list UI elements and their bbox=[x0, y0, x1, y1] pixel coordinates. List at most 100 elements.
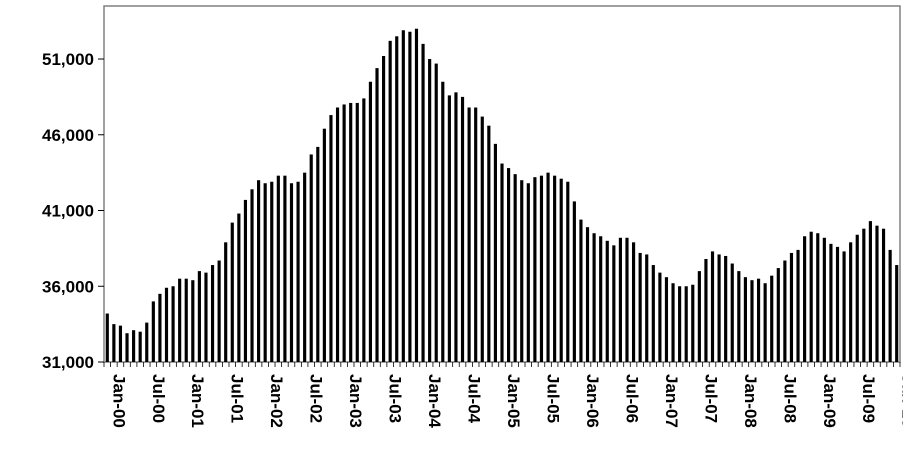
x-tick-label: Jul-01 bbox=[228, 374, 247, 423]
bar bbox=[250, 189, 254, 362]
bar bbox=[855, 234, 859, 362]
bar bbox=[283, 175, 287, 362]
x-axis: Jan-00 Jul-00 Jan-01 Jul-01 Jan-02 Jul-02 Jan-… bbox=[103, 362, 903, 428]
bar bbox=[362, 98, 366, 362]
x-tick-label: Jan-08 bbox=[741, 374, 760, 428]
bar bbox=[184, 278, 188, 362]
bar bbox=[868, 221, 872, 362]
y-tick-label: 51,000 bbox=[42, 50, 94, 69]
bar-series bbox=[105, 28, 899, 363]
bar bbox=[822, 237, 826, 362]
bar bbox=[237, 213, 241, 362]
y-tick-label: 36,000 bbox=[42, 277, 94, 296]
x-tick-label: Jan-07 bbox=[662, 374, 681, 428]
bar bbox=[756, 278, 761, 362]
bar bbox=[151, 301, 155, 362]
bar bbox=[809, 231, 813, 362]
bar bbox=[605, 240, 609, 362]
bar bbox=[105, 313, 109, 362]
bar bbox=[322, 128, 326, 362]
x-tick-label: Jan-10 bbox=[899, 374, 903, 428]
bar bbox=[862, 228, 866, 362]
bar bbox=[881, 228, 886, 362]
bar bbox=[888, 249, 892, 362]
bar bbox=[789, 252, 794, 362]
bar bbox=[335, 107, 340, 362]
bar bbox=[164, 287, 169, 362]
bar bbox=[645, 254, 649, 362]
bar bbox=[414, 28, 419, 362]
x-tick-label: Jul-07 bbox=[701, 374, 720, 423]
bar bbox=[849, 242, 853, 362]
bar bbox=[697, 271, 701, 362]
bar bbox=[704, 258, 708, 362]
bar bbox=[276, 175, 280, 362]
bar bbox=[289, 183, 294, 362]
bar bbox=[395, 36, 399, 363]
bar bbox=[533, 177, 537, 362]
bar bbox=[658, 272, 662, 362]
bar bbox=[447, 95, 451, 362]
x-tick-label: Jan-03 bbox=[346, 374, 365, 428]
bar bbox=[895, 265, 899, 362]
bar bbox=[829, 243, 833, 362]
bar bbox=[217, 260, 221, 362]
bar bbox=[572, 201, 576, 362]
x-tick-label: Jan-09 bbox=[820, 374, 839, 428]
x-tick-label: Jul-05 bbox=[543, 374, 562, 423]
bar bbox=[559, 178, 563, 362]
bar bbox=[803, 236, 807, 362]
bar bbox=[585, 227, 590, 362]
bar bbox=[664, 277, 669, 362]
bar bbox=[691, 284, 695, 362]
bar bbox=[197, 271, 201, 362]
bar bbox=[428, 59, 432, 363]
bar bbox=[842, 251, 846, 362]
bar bbox=[678, 286, 682, 362]
bar bbox=[480, 116, 484, 362]
bar bbox=[816, 233, 820, 362]
y-tick-label: 46,000 bbox=[42, 126, 94, 145]
x-tick-label: Jul-06 bbox=[622, 374, 641, 423]
bar bbox=[612, 245, 616, 362]
x-tick-label: Jan-01 bbox=[188, 374, 207, 428]
x-tick-label: Jul-04 bbox=[465, 374, 484, 424]
bar bbox=[875, 225, 879, 362]
x-tick-label: Jan-06 bbox=[583, 374, 602, 428]
y-tick-label: 41,000 bbox=[42, 202, 94, 221]
bar bbox=[631, 242, 636, 362]
bar bbox=[441, 81, 445, 363]
bar bbox=[375, 68, 379, 363]
bar bbox=[638, 252, 642, 362]
bar bbox=[599, 236, 603, 362]
bar bbox=[618, 237, 622, 362]
x-tick-label: Jul-00 bbox=[149, 374, 168, 423]
bar bbox=[112, 324, 116, 362]
bar bbox=[579, 219, 583, 362]
bar bbox=[270, 181, 274, 362]
bar bbox=[763, 283, 767, 362]
bar bbox=[776, 268, 780, 362]
bar bbox=[546, 172, 550, 362]
bar bbox=[158, 293, 162, 362]
bar bbox=[454, 92, 458, 362]
bar bbox=[493, 143, 497, 362]
bar bbox=[329, 115, 333, 362]
bar bbox=[717, 254, 721, 362]
x-tick-label: Jul-09 bbox=[859, 374, 878, 423]
bar bbox=[132, 330, 136, 362]
bar bbox=[125, 333, 129, 362]
bar bbox=[553, 175, 557, 362]
bar bbox=[243, 199, 248, 362]
bar bbox=[316, 146, 320, 362]
bar bbox=[671, 283, 675, 362]
bar bbox=[651, 265, 655, 362]
bar bbox=[625, 237, 629, 362]
bar bbox=[230, 222, 234, 362]
y-axis: 31,000 36,000 41,000 46,000 51,000 bbox=[42, 50, 104, 372]
bar bbox=[303, 172, 307, 362]
bar bbox=[355, 102, 359, 362]
bar bbox=[421, 43, 425, 363]
bar bbox=[770, 275, 774, 362]
bar bbox=[743, 277, 747, 362]
